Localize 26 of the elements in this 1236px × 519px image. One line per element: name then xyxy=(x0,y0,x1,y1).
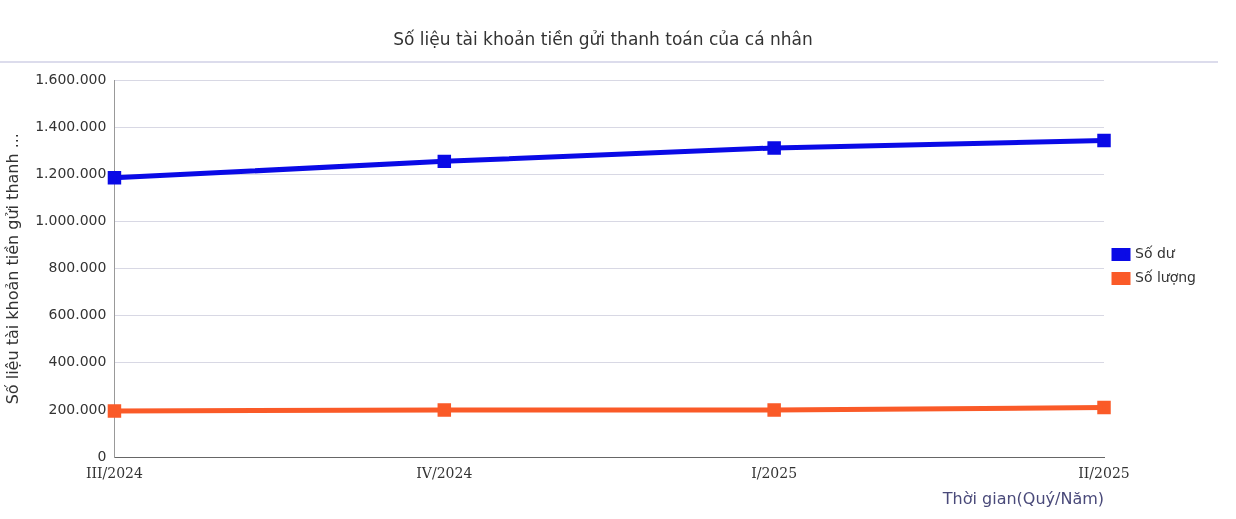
x-tick-label: III/2024 xyxy=(85,465,144,482)
y-tick-label: 200.000 xyxy=(48,400,107,417)
y-tick-label: 600.000 xyxy=(48,306,107,323)
point xyxy=(767,141,781,155)
point xyxy=(437,154,452,169)
y-tick-label: 1.400.000 xyxy=(35,118,107,135)
point xyxy=(437,403,452,417)
point xyxy=(107,404,122,418)
y-tick-label: 0 xyxy=(97,447,107,464)
legend-label: Số lượng xyxy=(1135,269,1197,286)
y-tick-label: 800.000 xyxy=(48,259,107,276)
point xyxy=(107,171,122,185)
chart-title: Số liệu tài khoản tiền gửi thanh toán của cá nhân xyxy=(393,28,813,49)
x-tick-label: II/2025 xyxy=(1078,465,1130,482)
legend-label: Số dư xyxy=(1135,245,1176,262)
point xyxy=(1097,133,1111,148)
y-tick-label: 1.000.000 xyxy=(35,212,107,229)
x-axis-title: Thời gian(Quý/Năm) xyxy=(941,488,1105,508)
y-tick-label: 1.200.000 xyxy=(35,165,107,182)
x-tick-label: I/2025 xyxy=(751,465,798,482)
x-tick-label: IV/2024 xyxy=(416,465,473,482)
point xyxy=(1097,400,1111,415)
y-tick-label: 400.000 xyxy=(48,353,107,370)
point xyxy=(767,403,781,417)
y-axis-title: Số liệu tài khoản tiền gửi thanh ... xyxy=(2,133,22,405)
y-tick-label: 1.600.000 xyxy=(35,71,107,88)
